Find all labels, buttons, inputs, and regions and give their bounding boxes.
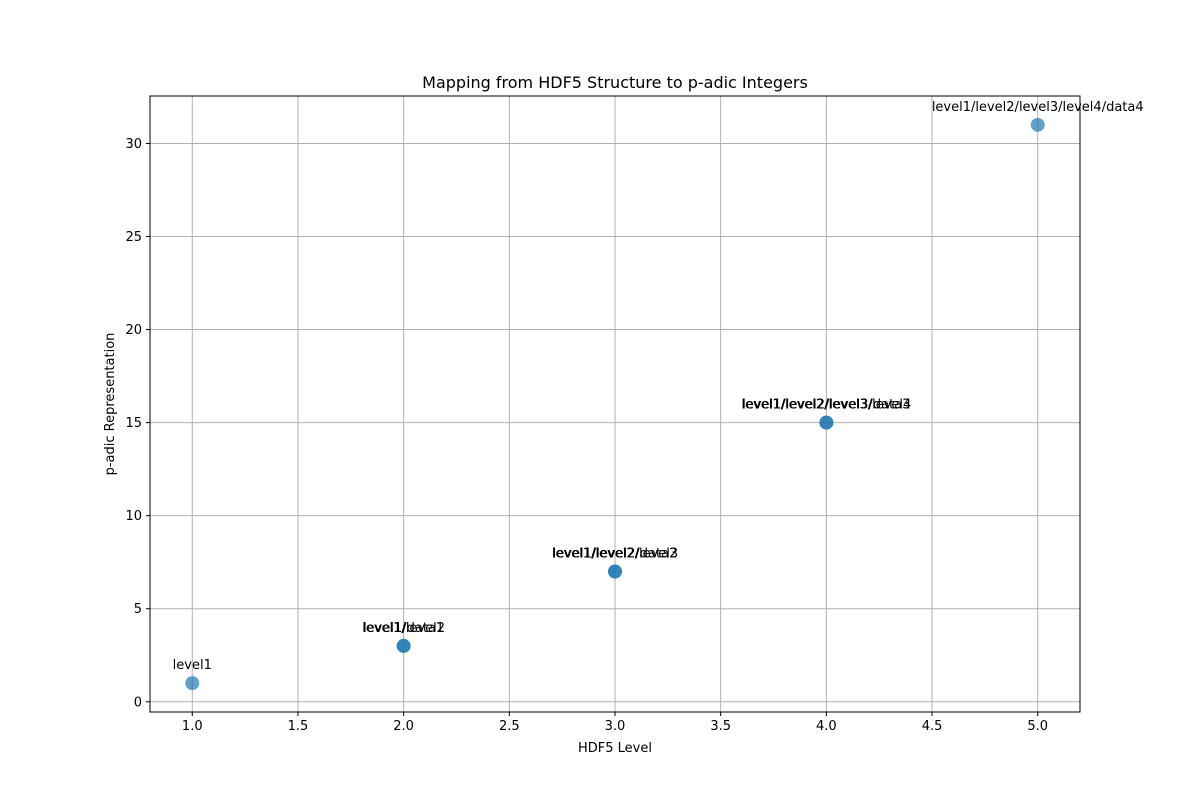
grid-lines [150, 96, 1080, 712]
y-tick-label: 10 [125, 509, 142, 524]
data-point [819, 415, 834, 430]
x-tick-label: 1.0 [182, 719, 203, 734]
x-tick-label: 2.0 [393, 719, 414, 734]
point-label: level1/data1 [363, 621, 444, 636]
point-label: level1/level2/level3 [552, 546, 678, 561]
y-tick-label: 30 [125, 137, 142, 152]
x-tick-label: 3.5 [710, 719, 731, 734]
x-tick-label: 1.5 [288, 719, 309, 734]
data-point [185, 676, 200, 691]
x-axis-ticks: 1.0 1.5 2.0 2.5 3.0 3.5 4.0 4.5 5.0 [182, 712, 1048, 734]
data-point [608, 564, 622, 579]
x-tick-label: 4.5 [922, 719, 943, 734]
x-tick-label: 2.5 [499, 719, 520, 734]
point-label: level1/level2/data2 [553, 546, 678, 561]
y-tick-label: 0 [134, 695, 142, 710]
data-point [1030, 117, 1045, 132]
point-label: level1/level2/level3/data3 [742, 398, 910, 413]
x-axis-label: HDF5 Level [578, 741, 652, 756]
y-tick-label: 5 [134, 602, 142, 617]
x-tick-label: 3.0 [605, 719, 626, 734]
chart-title: Mapping from HDF5 Structure to p-adic In… [422, 73, 808, 92]
point-label: level1/level2 [362, 621, 445, 636]
y-tick-label: 15 [125, 416, 142, 431]
y-axis-ticks: 0 5 10 15 20 25 30 [125, 137, 150, 710]
point-label: level1/level2/level3/level4 [741, 398, 911, 413]
y-axis-label: p-adic Representation [103, 333, 118, 476]
point-label: level1/level2/level3/level4/data4 [932, 100, 1144, 115]
point-label: level1 [173, 658, 212, 673]
x-tick-label: 5.0 [1027, 719, 1048, 734]
data-point [396, 638, 411, 653]
data-points [185, 117, 1045, 691]
y-tick-label: 20 [125, 323, 142, 338]
y-tick-label: 25 [125, 230, 142, 245]
x-tick-label: 4.0 [816, 719, 837, 734]
